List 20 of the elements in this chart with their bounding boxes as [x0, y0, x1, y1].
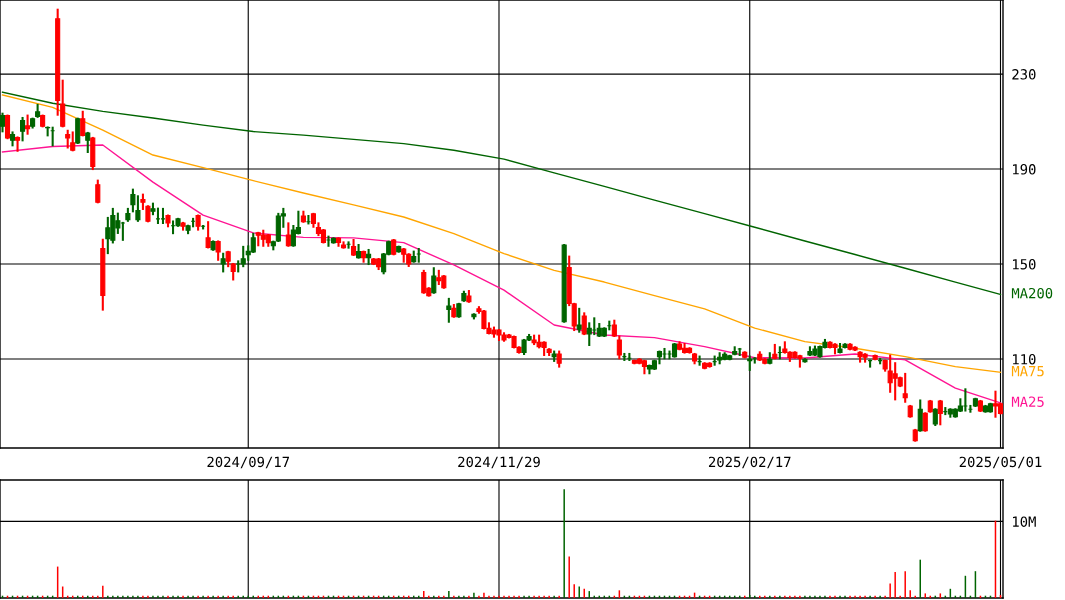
series-label: MA25 [1011, 396, 1044, 407]
series-label: MA75 [1011, 366, 1044, 377]
candlestick [210, 240, 216, 251]
y-tick-label: 150 [1013, 259, 1036, 270]
x-tick-label: 2024/09/17 [207, 456, 290, 469]
line-series [1, 144, 1002, 404]
x-tick-label: 2025/05/01 [959, 456, 1042, 469]
y-tick-label: 230 [1012, 69, 1036, 80]
candlestick [837, 342, 843, 354]
line-series [1, 91, 1002, 296]
line-series [1, 94, 1002, 373]
x-tick-label: 2024/11/29 [458, 456, 540, 469]
candlestick [802, 358, 808, 363]
y-tick-label: 10M [1013, 516, 1036, 527]
candlestick [922, 412, 928, 432]
y-tick-label: 110 [1013, 353, 1036, 365]
candlestick [330, 237, 337, 244]
y-tick-label: 190 [1013, 164, 1036, 175]
x-tick-label: 2025/02/17 [708, 456, 791, 469]
series-label: MA200 [1011, 287, 1053, 299]
